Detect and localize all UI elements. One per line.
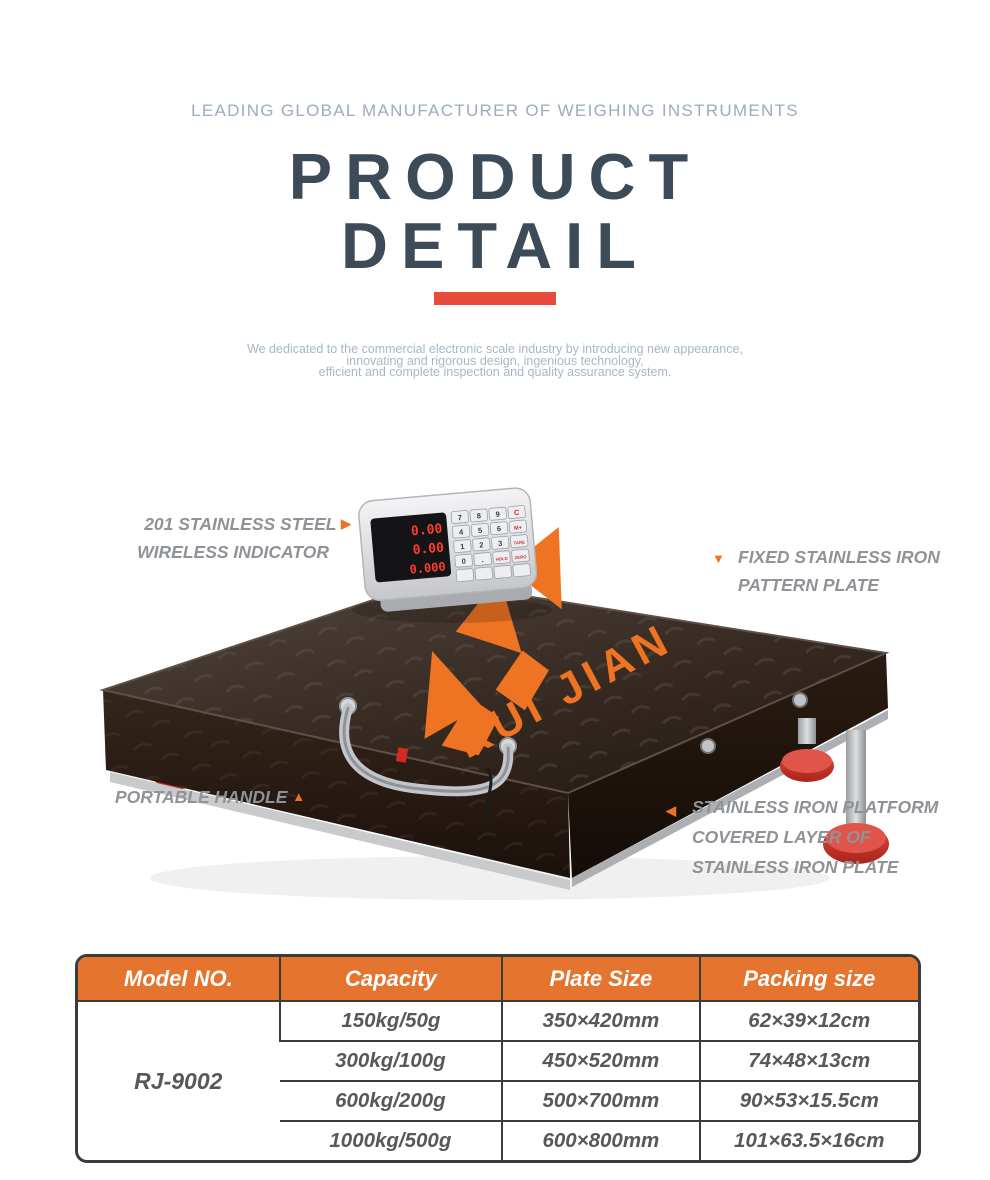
model-number: RJ-9002 bbox=[134, 1067, 223, 1094]
capacity-cell: 300kg/100g bbox=[279, 1040, 503, 1081]
svg-text:0: 0 bbox=[461, 556, 466, 565]
svg-text:5: 5 bbox=[478, 526, 483, 535]
callout-pattern-plate: ▼ FIXED STAINLESS IRON PATTERN PLATE bbox=[712, 543, 952, 599]
scale-foot bbox=[823, 730, 889, 864]
wireless-indicator: 0.00 0.00 0.000 7 8 9 C 4 5 6 M+ 1 2 3 TARE 0. HOLD ZE… bbox=[358, 487, 538, 612]
side-bolt bbox=[700, 738, 716, 754]
intro-line: efficient and complete inspection and qu… bbox=[318, 365, 672, 379]
svg-text:M+: M+ bbox=[514, 525, 522, 532]
tagline: LEADING GLOBAL MANUFACTURER OF WEIGHING … bbox=[191, 101, 799, 120]
portable-handle bbox=[339, 697, 517, 819]
svg-text:8: 8 bbox=[476, 511, 481, 520]
page-title-line1: PRODUCT bbox=[288, 140, 702, 213]
page-title: PRODUCT DETAIL bbox=[0, 142, 990, 280]
hanging-cord bbox=[485, 767, 494, 819]
callout-line: STAINLESS IRON PLATFORM bbox=[692, 797, 939, 817]
col-header-model: Model NO. bbox=[78, 957, 280, 1002]
callout-line: PATTERN PLATE bbox=[738, 575, 879, 595]
platform-top-texture bbox=[103, 581, 886, 793]
platform-front-face-texture bbox=[103, 690, 570, 878]
ground-shadow bbox=[150, 856, 830, 900]
spec-table: Model NO. Capacity Plate Size Packing si… bbox=[75, 954, 921, 1163]
svg-text:HOLD: HOLD bbox=[495, 556, 508, 562]
plate-size-cell: 350×420mm bbox=[501, 1001, 700, 1041]
arrow-right-icon: ▶ bbox=[341, 516, 351, 531]
spec-table-header-row: Model NO. Capacity Plate Size Packing si… bbox=[78, 957, 918, 1002]
arrow-down-icon: ▼ bbox=[712, 551, 725, 566]
led-row-price: 0.00 bbox=[412, 541, 445, 559]
callout-platform: ◀ STAINLESS IRON PLATFORM COVERED LAYER … bbox=[666, 792, 946, 882]
table-row: 600kg/200g 500×700mm 90×53×15.5cm bbox=[78, 1080, 918, 1121]
plate-size-cell: 500×700mm bbox=[501, 1080, 700, 1121]
power-switch bbox=[395, 747, 409, 763]
callout-line: WIRELESS INDICATOR bbox=[137, 542, 329, 562]
arrow-left-icon: ◀ bbox=[666, 803, 676, 818]
svg-text:7: 7 bbox=[457, 513, 462, 522]
svg-text:2: 2 bbox=[479, 540, 484, 549]
callout-line: FIXED STAINLESS IRON bbox=[738, 547, 940, 567]
packing-size-cell: 90×53×15.5cm bbox=[698, 1080, 918, 1121]
callout-handle: PORTABLE HANDLE ▲ bbox=[115, 787, 306, 807]
table-row: 1000kg/500g 600×800mm 101×63.5×16cm bbox=[78, 1120, 918, 1160]
capacity-cell: 600kg/200g bbox=[279, 1080, 503, 1121]
led-row-weight: 0.00 bbox=[410, 522, 443, 540]
indicator-keypad: 7 8 9 C 4 5 6 M+ 1 2 3 TARE 0. HOLD ZERO bbox=[450, 505, 531, 583]
svg-text:9: 9 bbox=[495, 510, 500, 519]
base-strip-front bbox=[110, 772, 570, 890]
product-photo-scale: RUI JIAN 0.00 0.00 0.000 7 8 9 C4 5 6 M+1 2 3 TAR… bbox=[99, 487, 890, 900]
svg-text:C: C bbox=[514, 508, 521, 517]
packing-size-cell: 74×48×13cm bbox=[698, 1040, 918, 1081]
platform-right-face bbox=[568, 653, 888, 878]
callout-line: COVERED LAYER OF bbox=[692, 827, 871, 847]
plate-size-cell: 600×800mm bbox=[501, 1120, 700, 1160]
svg-text:3: 3 bbox=[498, 539, 503, 548]
col-header-plate: Plate Size bbox=[501, 957, 700, 1002]
capacity-cell: 1000kg/500g bbox=[279, 1120, 503, 1160]
packing-size-cell: 101×63.5×16cm bbox=[698, 1120, 918, 1160]
svg-text:.: . bbox=[481, 555, 484, 564]
page-title-line2: DETAIL bbox=[341, 209, 649, 282]
side-bolt bbox=[792, 692, 808, 708]
svg-text:4: 4 bbox=[459, 527, 465, 536]
intro-paragraph: We dedicated to the commercial electroni… bbox=[0, 342, 990, 379]
svg-text:ZERO: ZERO bbox=[514, 554, 527, 560]
led-row-total: 0.000 bbox=[409, 559, 446, 576]
svg-text:6: 6 bbox=[497, 524, 502, 533]
table-row: RJ-9002 150kg/50g 350×420mm 62×39×12cm bbox=[78, 1001, 918, 1094]
packing-size-cell: 62×39×12cm bbox=[698, 1001, 918, 1041]
svg-text:TARE: TARE bbox=[513, 540, 525, 546]
plate-size-cell: 450×520mm bbox=[501, 1040, 700, 1081]
col-header-packing: Packing size bbox=[698, 957, 918, 1002]
scale-foot bbox=[780, 718, 834, 782]
title-underline-bar bbox=[434, 292, 556, 305]
callout-line: STAINLESS IRON PLATE bbox=[692, 857, 899, 877]
callout-indicator: 201 STAINLESS STEEL ▶ WIRELESS INDICATOR bbox=[75, 510, 351, 566]
callout-line: 201 STAINLESS STEEL ▶ bbox=[144, 514, 351, 534]
capacity-cell: 150kg/50g bbox=[278, 1001, 503, 1041]
intro-line: innovating and rigorous design, ingeniou… bbox=[346, 353, 644, 368]
arrow-up-icon: ▲ bbox=[292, 789, 306, 804]
table-row: 300kg/100g 450×520mm 74×48×13cm bbox=[78, 1040, 918, 1081]
col-header-capacity: Capacity bbox=[278, 957, 503, 1002]
svg-text:1: 1 bbox=[460, 542, 465, 551]
intro-line: We dedicated to the commercial electroni… bbox=[247, 342, 743, 356]
led-display bbox=[370, 512, 452, 583]
